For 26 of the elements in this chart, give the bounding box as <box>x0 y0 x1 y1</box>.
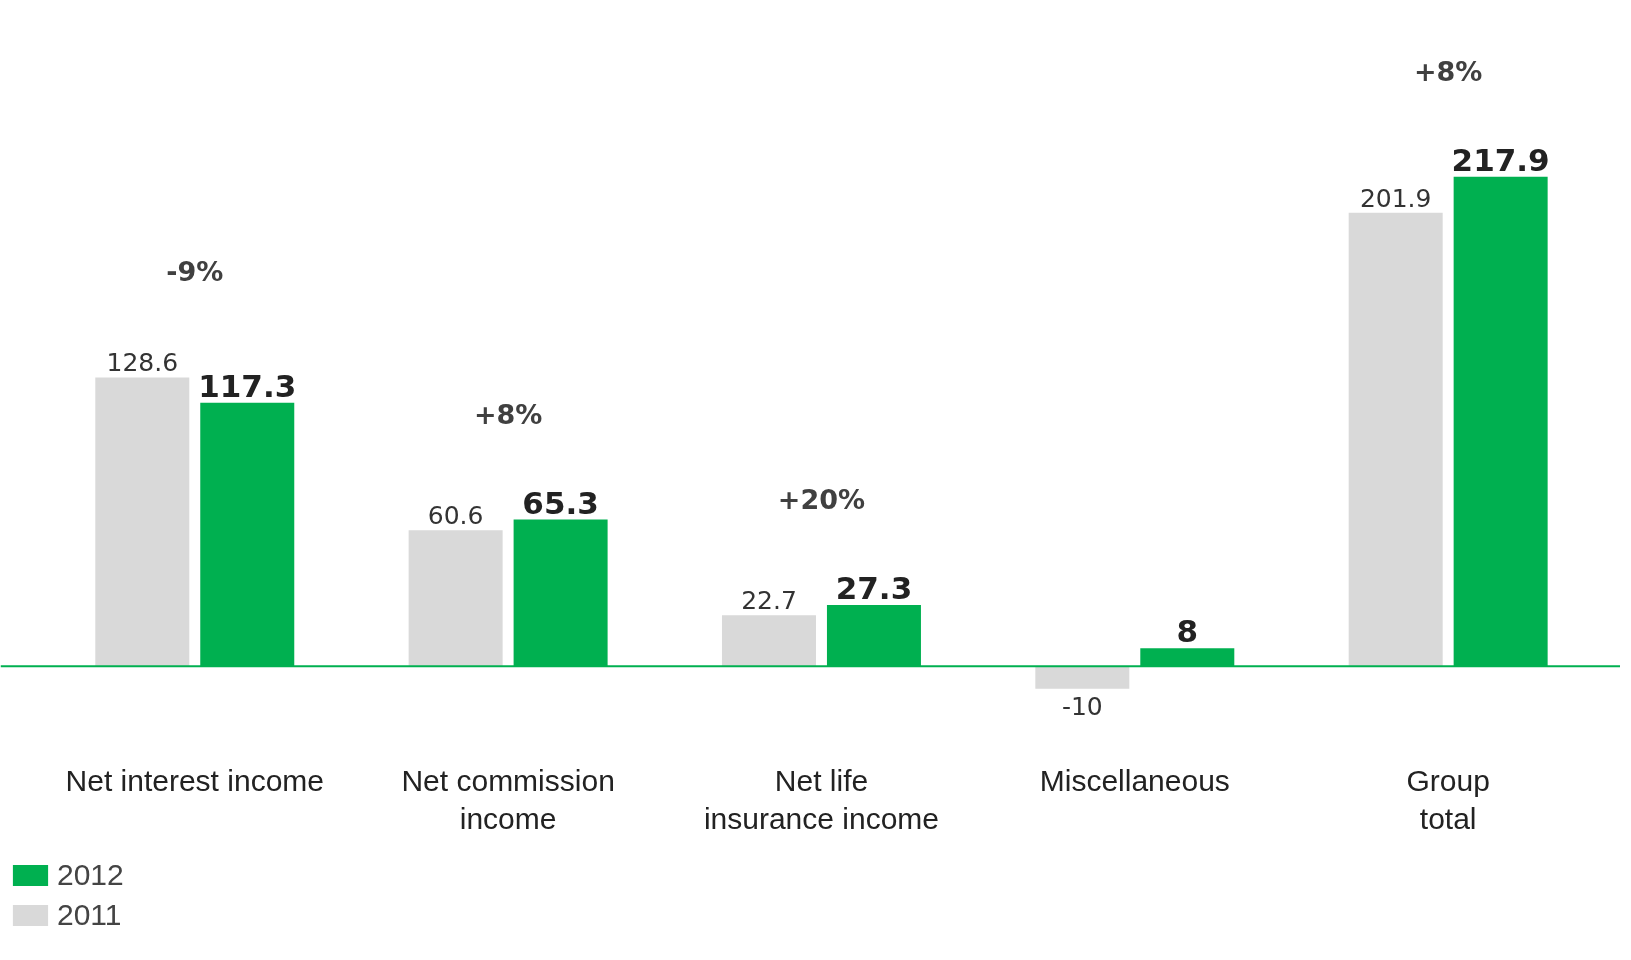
bar <box>721 615 816 667</box>
data-label: -10 <box>1061 691 1103 721</box>
data-label: 60.6 <box>427 501 484 531</box>
x-tick-label: Group total <box>1406 764 1490 836</box>
bar <box>1348 212 1443 667</box>
data-label: 22.7 <box>741 586 797 616</box>
data-label: 201.9 <box>1359 183 1432 213</box>
data-label: 65.3 <box>522 484 599 521</box>
annotation: -9% <box>166 256 224 288</box>
data-label: 117.3 <box>198 367 297 404</box>
x-tick-label: Net commission income <box>401 764 615 836</box>
bar <box>1035 666 1130 689</box>
text: +8% <box>1413 55 1483 87</box>
x-tick-label: Net life insurance income <box>703 764 940 836</box>
data-label: 27.3 <box>835 569 913 606</box>
bar <box>408 530 503 667</box>
legend-label: 2011 <box>57 898 122 932</box>
legend-label: 2012 <box>57 858 124 892</box>
x-tick-label: Net interest income <box>65 764 325 798</box>
data-label: 217.9 <box>1451 141 1550 178</box>
x-tick-label: Miscellaneous <box>1039 764 1230 798</box>
data-label: 128.6 <box>106 348 179 378</box>
annotation: +8% <box>473 398 543 430</box>
bar <box>95 377 190 667</box>
data-label: 8 <box>1176 613 1199 650</box>
annotation: +20% <box>777 483 866 515</box>
